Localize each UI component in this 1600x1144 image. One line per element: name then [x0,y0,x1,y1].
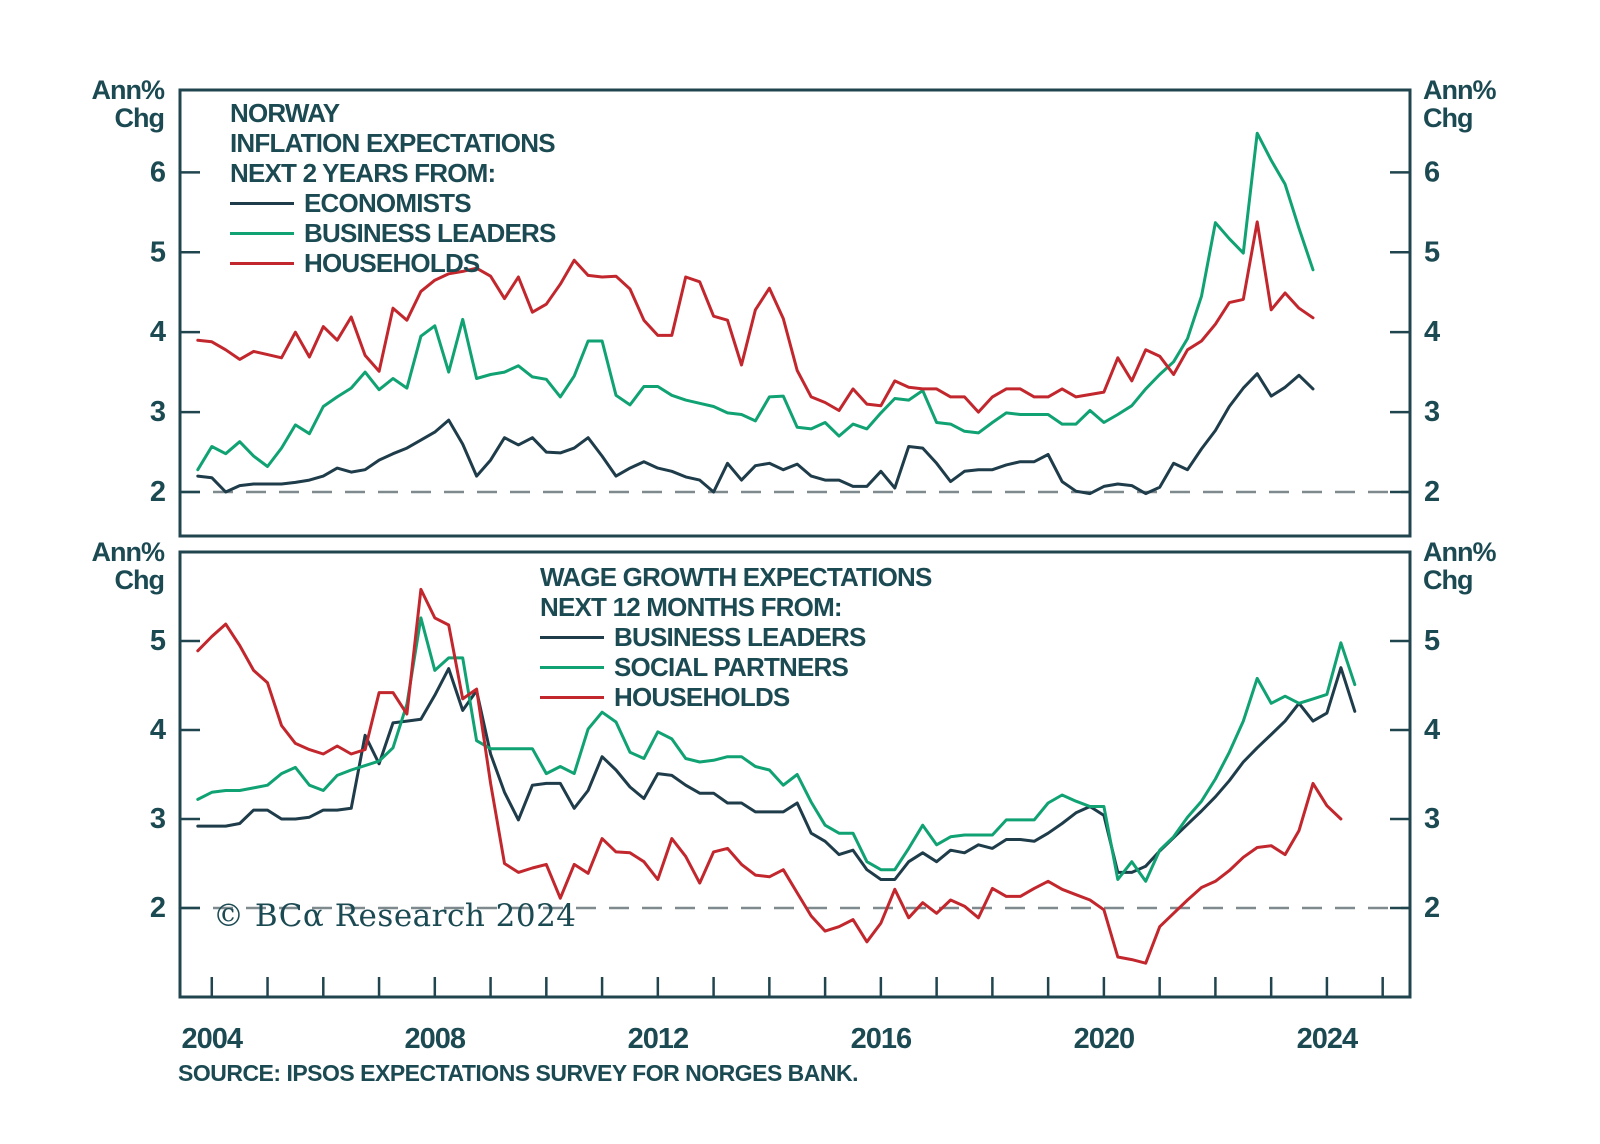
series-line-business-leaders [196,131,1315,472]
legend-label: SOCIAL PARTNERS [614,652,849,682]
source-note: SOURCE: IPSOS EXPECTATIONS SURVEY FOR NO… [178,1060,859,1086]
y-axis-unit-top-left: Ann% Chg [91,75,166,133]
legend-label: HOUSEHOLDS [614,682,790,712]
legend-inflation: NORWAY INFLATION EXPECTATIONS NEXT 2 YEA… [230,98,556,278]
legend-label: BUSINESS LEADERS [304,218,556,248]
panel-frame [178,550,1412,999]
legend-item-households: HOUSEHOLDS [230,248,556,278]
social-partners-line-icon [540,665,604,669]
y-tick-label: 6 [150,156,166,188]
legend-wage-growth: WAGE GROWTH EXPECTATIONS NEXT 12 MONTHS … [540,562,932,712]
y-tick-label: 3 [150,396,166,428]
y-tick-label: 3 [1424,396,1440,428]
y-tick-label: 2 [1424,892,1440,924]
chart-title-line: NEXT 2 YEARS FROM: [230,158,496,188]
economists-line-icon [230,201,294,205]
y-axis-unit-bottom-left: Ann% Chg [91,537,166,595]
legend-label: BUSINESS LEADERS [614,622,866,652]
y-tick-label: 5 [150,625,166,657]
chart-title-line: INFLATION EXPECTATIONS [230,128,556,158]
series-line-economists [196,372,1315,496]
y-tick-label: 2 [1424,476,1440,508]
y-tick-label: 3 [150,803,166,835]
x-tick-label: 2004 [182,1023,243,1055]
series-line-households [196,587,1343,965]
legend-item-business-leaders: BUSINESS LEADERS [540,622,932,652]
legend-label: HOUSEHOLDS [304,248,480,278]
y-tick-label: 4 [150,316,166,348]
y-axis-unit-top-right: Ann% Chg [1423,75,1497,133]
households-line-icon [230,261,294,265]
x-tick-label: 2012 [628,1023,689,1055]
y-tick-label: 2 [150,476,166,508]
series-line-households [196,220,1315,414]
y-tick-label: 4 [1424,316,1440,348]
business-leaders-line-icon [540,635,604,639]
x-tick-label: 2016 [851,1023,912,1055]
chart-title-line: NORWAY [230,98,340,128]
y-tick-label: 3 [1424,803,1440,835]
households-line-icon [540,695,604,699]
y-tick-label: 5 [150,236,166,268]
legend-label: ECONOMISTS [304,188,472,218]
y-tick-label: 4 [1424,714,1440,746]
legend-item-economists: ECONOMISTS [230,188,556,218]
y-axis-unit-bottom-right: Ann% Chg [1423,537,1497,595]
chart-title-line: WAGE GROWTH EXPECTATIONS [540,562,932,592]
legend-item-business-leaders: BUSINESS LEADERS [230,218,556,248]
x-tick-label: 2024 [1297,1023,1358,1055]
legend-item-households: HOUSEHOLDS [540,682,932,712]
chart-title-line: NEXT 12 MONTHS FROM: [540,592,843,622]
panel-frame [178,88,1412,538]
business-leaders-line-icon [230,231,294,235]
x-tick-label: 2008 [405,1023,466,1055]
y-tick-label: 6 [1424,156,1440,188]
y-tick-label: 4 [150,714,166,746]
y-tick-label: 2 [150,892,166,924]
legend-item-social-partners: SOCIAL PARTNERS [540,652,932,682]
y-tick-label: 5 [1424,236,1440,268]
copyright-note: © BCα Research 2024 [213,898,577,934]
y-tick-label: 5 [1424,625,1440,657]
series-line-social-partners [196,616,1357,883]
x-tick-label: 2020 [1074,1023,1135,1055]
